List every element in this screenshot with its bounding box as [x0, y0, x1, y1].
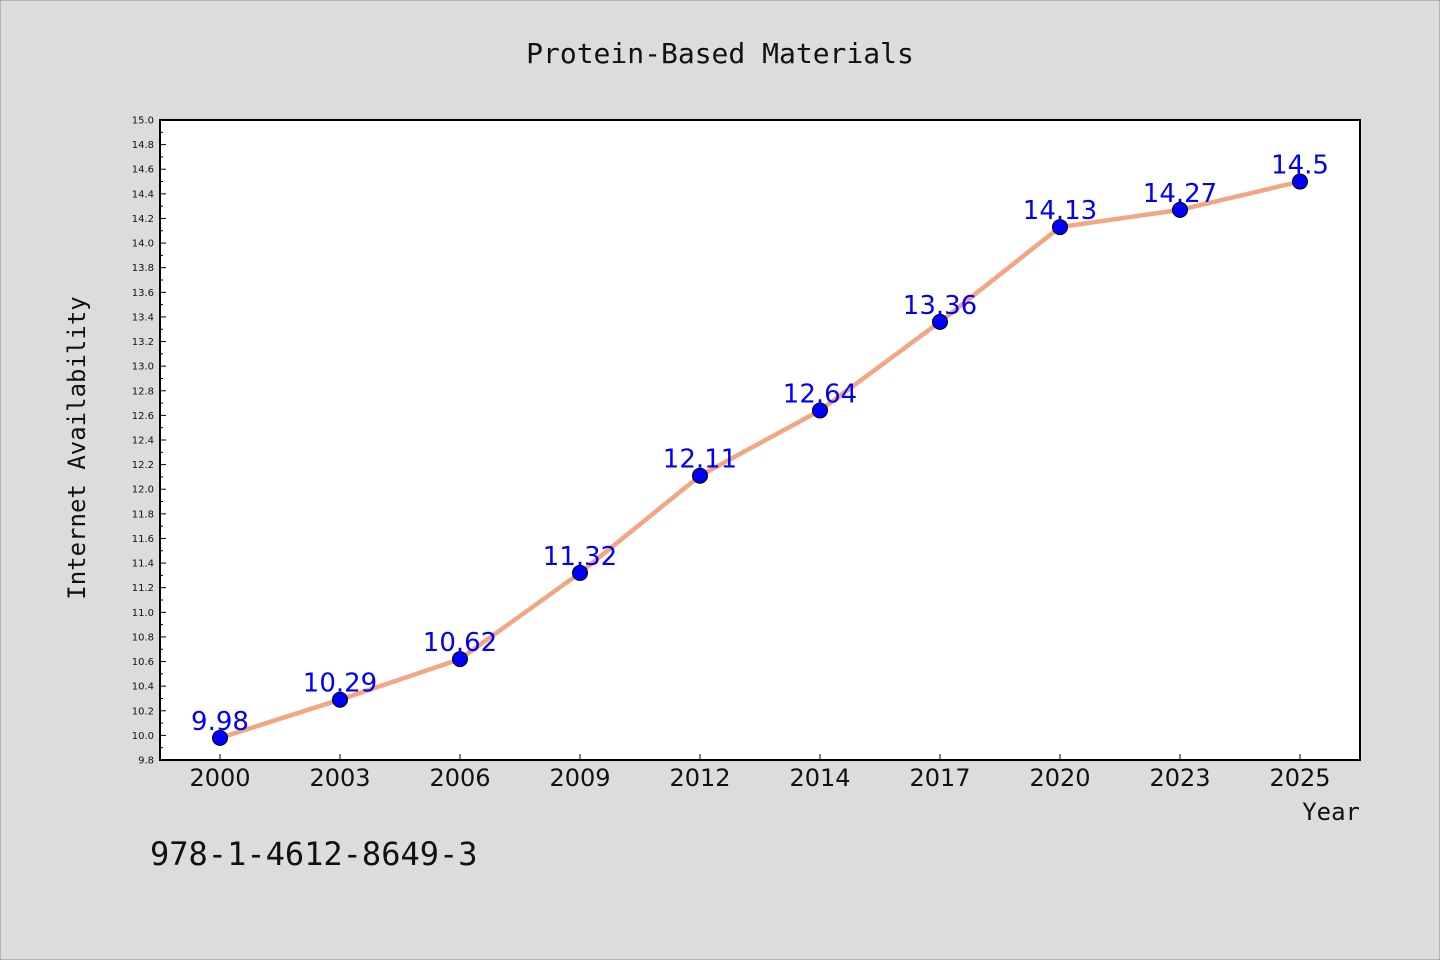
series-line — [219, 179, 1301, 740]
y-tick-label: 10.4 — [132, 682, 154, 693]
y-tick-label: 13.4 — [132, 312, 154, 323]
y-tick-label: 13.8 — [132, 263, 154, 274]
y-tick-label: 13.2 — [132, 337, 154, 348]
y-tick-label: 12.0 — [132, 485, 154, 496]
x-tick-label: 2000 — [189, 764, 250, 792]
series-group: 9.98 10.29 10.62 11.32 12.11 12.64 13.36 14.13 1… — [191, 151, 1329, 746]
data-point — [572, 564, 588, 581]
x-tick-label: 2023 — [1149, 764, 1210, 792]
y-tick-label: 12.2 — [132, 460, 154, 471]
x-axis-ticks: 2000 2003 2006 2009 2012 2014 2017 2020 2023 2025 — [189, 754, 1331, 792]
data-point — [452, 651, 468, 668]
x-tick-label: 2006 — [429, 764, 490, 792]
x-tick-label: 2014 — [789, 764, 850, 792]
data-label: 11.32 — [543, 542, 617, 572]
y-tick-label: 14.2 — [132, 214, 154, 225]
data-label: 13.36 — [903, 291, 977, 321]
data-point — [692, 467, 708, 484]
data-point — [1292, 173, 1308, 190]
y-axis-label: Internet Availability — [63, 296, 91, 599]
data-label: 12.64 — [783, 379, 857, 409]
y-tick-label: 13.6 — [132, 288, 154, 299]
x-tick-label: 2009 — [549, 764, 610, 792]
y-tick-label: 10.8 — [132, 632, 154, 643]
y-tick-label: 11.6 — [132, 534, 154, 545]
data-label: 9.98 — [191, 707, 249, 737]
x-tick-label: 2020 — [1029, 764, 1090, 792]
y-tick-label: 14.0 — [132, 239, 154, 250]
y-tick-label: 11.0 — [132, 608, 154, 619]
y-tick-label: 11.4 — [132, 559, 154, 570]
data-point — [812, 402, 828, 419]
isbn-annotation: 978-1-4612-8649-3 — [150, 835, 478, 873]
chart-title: Protein-Based Materials — [526, 37, 914, 70]
x-tick-label: 2025 — [1269, 764, 1330, 792]
data-point — [1172, 201, 1188, 218]
data-label: 14.13 — [1023, 196, 1097, 226]
y-axis-ticks: 9.8 10.0 10.2 10.4 10.6 10.8 11.0 11.2 11.4 11.6 1… — [132, 116, 166, 767]
y-tick-label: 13.0 — [132, 362, 154, 373]
y-tick-label: 12.4 — [132, 436, 154, 447]
y-tick-label: 9.8 — [138, 756, 154, 767]
y-tick-label: 10.0 — [132, 731, 154, 742]
y-tick-label: 11.2 — [132, 583, 154, 594]
data-label: 14.5 — [1271, 151, 1329, 181]
y-tick-label: 14.6 — [132, 165, 154, 176]
data-label: 10.62 — [423, 628, 497, 658]
y-tick-label: 12.6 — [132, 411, 154, 422]
x-tick-label: 2012 — [669, 764, 730, 792]
data-point — [332, 691, 348, 708]
y-tick-label: 15.0 — [132, 116, 154, 127]
y-tick-label: 10.6 — [132, 657, 154, 668]
y-tick-label: 11.8 — [132, 509, 154, 520]
plot-area — [159, 119, 1361, 761]
x-axis-label: Year — [1302, 798, 1360, 826]
y-tick-label: 12.8 — [132, 386, 154, 397]
data-label: 14.27 — [1143, 179, 1217, 209]
y-tick-label: 14.4 — [132, 189, 154, 200]
data-point — [1052, 219, 1068, 236]
data-point — [212, 729, 228, 746]
y-tick-label: 14.8 — [132, 140, 154, 151]
data-label: 10.29 — [303, 669, 377, 699]
y-tick-label: 10.2 — [132, 706, 154, 717]
x-tick-label: 2003 — [309, 764, 370, 792]
data-label: 12.11 — [663, 445, 737, 475]
data-point — [932, 313, 948, 330]
x-tick-label: 2017 — [909, 764, 970, 792]
